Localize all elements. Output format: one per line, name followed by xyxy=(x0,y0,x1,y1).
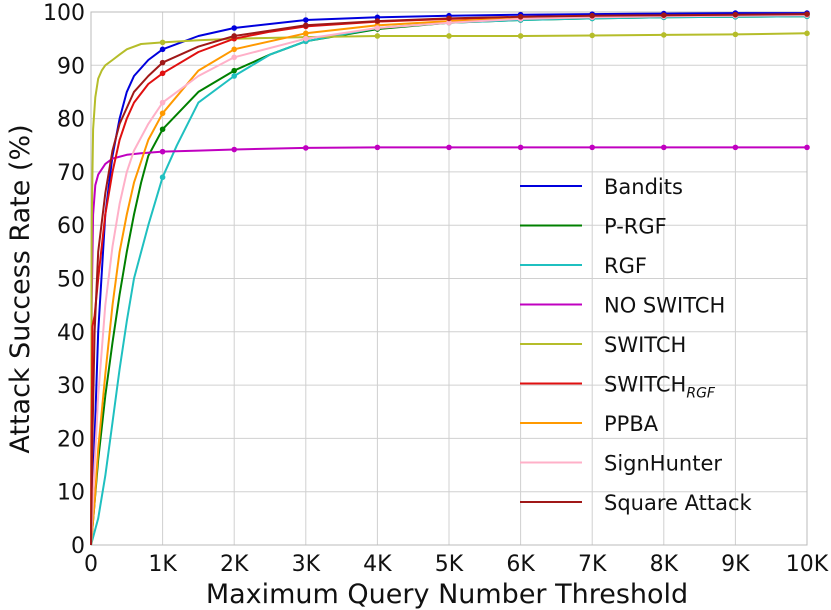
x-tick-label: 10K xyxy=(786,552,829,577)
legend-item: RGF xyxy=(520,254,647,278)
series-line xyxy=(90,146,807,546)
y-tick-label: 30 xyxy=(57,374,85,399)
data-point xyxy=(159,126,166,133)
legend-item: Bandits xyxy=(520,175,683,199)
data-point xyxy=(159,110,166,117)
data-point xyxy=(661,144,667,151)
data-point xyxy=(159,174,166,181)
y-tick-label: 10 xyxy=(57,481,85,506)
legend-item: Square Attack xyxy=(520,491,752,515)
data-point xyxy=(231,33,237,39)
legend-label: RGF xyxy=(604,254,647,278)
data-point xyxy=(374,18,381,24)
data-point xyxy=(661,32,667,38)
data-point xyxy=(159,70,166,77)
legend-item: SignHunter xyxy=(520,452,722,476)
legend-item: P-RGF xyxy=(520,215,667,239)
data-point xyxy=(446,144,452,151)
x-tick-label: 9K xyxy=(721,552,750,577)
data-point xyxy=(231,67,237,74)
data-point xyxy=(231,25,237,31)
data-point xyxy=(231,146,237,153)
y-tick-label: 100 xyxy=(43,1,85,26)
legend-item: PPBA xyxy=(520,412,659,436)
data-point xyxy=(159,39,166,46)
data-point xyxy=(732,31,739,38)
data-point xyxy=(303,35,309,42)
data-point xyxy=(159,59,166,66)
legend-item: SWITCH xyxy=(520,333,686,357)
x-tick-label: 5K xyxy=(435,552,464,577)
data-point xyxy=(589,144,595,151)
x-tick-label: 3K xyxy=(292,552,321,577)
series-layer xyxy=(90,10,810,546)
data-point xyxy=(231,54,237,61)
legend-label: PPBA xyxy=(604,412,659,436)
data-point xyxy=(303,30,309,37)
x-tick-label: 6K xyxy=(506,552,535,577)
data-point xyxy=(446,15,452,22)
y-axis-title: Attack Success Rate (%) xyxy=(5,124,36,453)
data-point xyxy=(303,22,309,29)
x-tick-label: 1K xyxy=(148,552,177,577)
legend-label: Bandits xyxy=(604,175,683,199)
legend-label: SWITCHRGF xyxy=(604,373,716,402)
x-tick-label: 4K xyxy=(363,552,392,577)
data-point xyxy=(374,144,381,151)
y-tick-label: 60 xyxy=(57,214,85,239)
data-point xyxy=(517,33,524,39)
legend-item: SWITCHRGF xyxy=(520,373,716,402)
data-point xyxy=(159,46,166,53)
y-tick-label: 50 xyxy=(57,268,85,293)
data-point xyxy=(159,148,166,155)
data-point xyxy=(374,33,381,39)
series-line xyxy=(90,15,808,546)
x-tick-label: 7K xyxy=(578,552,607,577)
data-point xyxy=(446,33,452,39)
y-tick-labels: 0 10 20 30 40 50 60 70 80 90 100 xyxy=(43,1,85,559)
series-3 xyxy=(90,144,810,546)
series-8 xyxy=(90,11,810,546)
y-tick-label: 20 xyxy=(57,427,85,452)
data-point xyxy=(303,17,309,23)
legend-label: NO SWITCH xyxy=(604,294,725,318)
data-point xyxy=(303,145,309,151)
data-point xyxy=(231,73,237,79)
x-tick-label: 8K xyxy=(650,552,679,577)
data-point xyxy=(517,144,524,151)
data-point xyxy=(732,11,739,18)
x-tick-labels: 0 1K 2K 3K 4K 5K 6K 7K 8K 9K 10K xyxy=(84,552,829,577)
data-point xyxy=(446,19,452,26)
data-point xyxy=(732,144,739,151)
data-point xyxy=(804,11,810,17)
data-point xyxy=(661,12,667,18)
data-point xyxy=(589,12,595,19)
y-tick-label: 70 xyxy=(57,161,85,186)
data-point xyxy=(517,13,524,20)
data-point xyxy=(589,32,595,39)
data-point xyxy=(374,25,381,31)
legend-label: SWITCH xyxy=(604,333,686,357)
legend-label: Square Attack xyxy=(604,491,752,515)
data-point xyxy=(159,99,166,106)
data-point xyxy=(231,46,237,53)
data-point xyxy=(804,30,810,37)
x-tick-label: 0 xyxy=(84,552,98,577)
series-line xyxy=(90,32,808,546)
data-point xyxy=(804,144,810,151)
x-axis-title: Maximum Query Number Threshold xyxy=(206,579,688,610)
legend-item: NO SWITCH xyxy=(520,294,725,318)
y-tick-label: 0 xyxy=(71,534,85,559)
legend: Bandits P-RGF RGF NO SWITCH SWITCH SWITCHRGF P… xyxy=(520,175,752,515)
x-tick-label: 2K xyxy=(220,552,249,577)
y-tick-label: 90 xyxy=(57,54,85,79)
legend-label: P-RGF xyxy=(604,215,667,239)
y-tick-label: 80 xyxy=(57,108,85,133)
y-tick-label: 40 xyxy=(57,321,85,346)
legend-label: SignHunter xyxy=(604,452,722,476)
series-line xyxy=(90,14,808,546)
